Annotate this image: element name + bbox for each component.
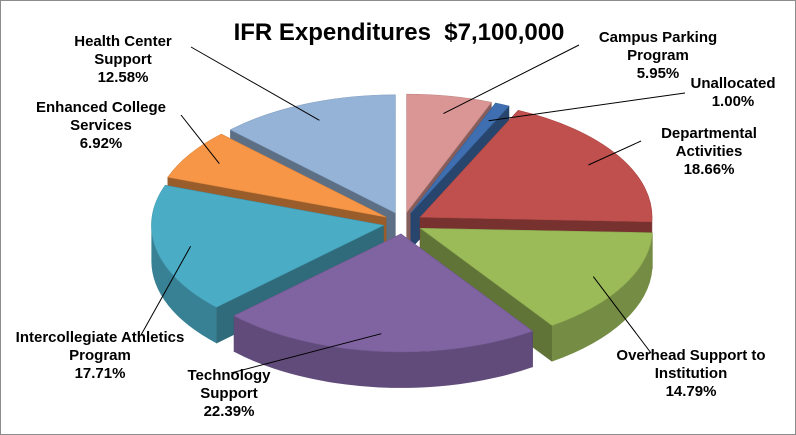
label-name: Health Center Support: [74, 33, 172, 68]
label-name: Overhead Support to Institution: [616, 347, 766, 382]
data-label: Health Center Support 12.58%: [53, 33, 193, 87]
leader-line: [180, 114, 220, 164]
label-value: 1.00%: [711, 93, 755, 110]
data-label: Enhanced College Services 6.92%: [21, 99, 181, 153]
data-label: Technology Support 22.39%: [159, 367, 299, 421]
slice: [406, 93, 492, 214]
chart-title: IFR Expenditures $7,100,000: [233, 19, 565, 46]
label-value: 6.92%: [79, 135, 123, 152]
label-value: 14.79%: [665, 383, 717, 400]
slice: [167, 133, 387, 218]
label-name: Technology Support: [187, 367, 271, 402]
label-name: Departmental Activities: [661, 125, 757, 160]
slice-group: [233, 233, 534, 388]
label-value: 17.71%: [74, 365, 126, 382]
leader-line: [140, 246, 192, 336]
label-name: Intercollegiate Athletics Program: [15, 329, 185, 364]
leader-line: [443, 44, 580, 115]
slice: [151, 184, 385, 308]
slice-side: [151, 225, 217, 344]
data-label: Departmental Activities 18.66%: [629, 125, 789, 179]
label-name: Unallocated: [690, 75, 776, 92]
slice: [233, 233, 534, 353]
label-value: 12.58%: [97, 69, 149, 86]
slice: [410, 102, 510, 214]
label-value: 22.39%: [203, 403, 255, 420]
data-label: Campus Parking Program 5.95%: [583, 29, 733, 83]
slice: [419, 109, 653, 223]
leader-line: [488, 92, 686, 122]
label-value: 18.66%: [683, 161, 735, 178]
leader-line: [592, 276, 652, 354]
data-label: Unallocated 1.00%: [673, 75, 793, 111]
data-label: Overhead Support to Institution 14.79%: [601, 347, 781, 401]
slice: [229, 94, 396, 214]
leader-line: [190, 46, 320, 121]
label-value: 5.95%: [636, 65, 680, 82]
slice: [419, 227, 653, 326]
leader-line: [230, 333, 382, 374]
slice-side: [552, 232, 653, 362]
data-label: Intercollegiate Athletics Program 17.71%: [15, 329, 185, 383]
label-name: Campus Parking Program: [598, 29, 718, 64]
leader-line: [588, 140, 642, 166]
label-name: Enhanced College Services: [35, 99, 167, 134]
